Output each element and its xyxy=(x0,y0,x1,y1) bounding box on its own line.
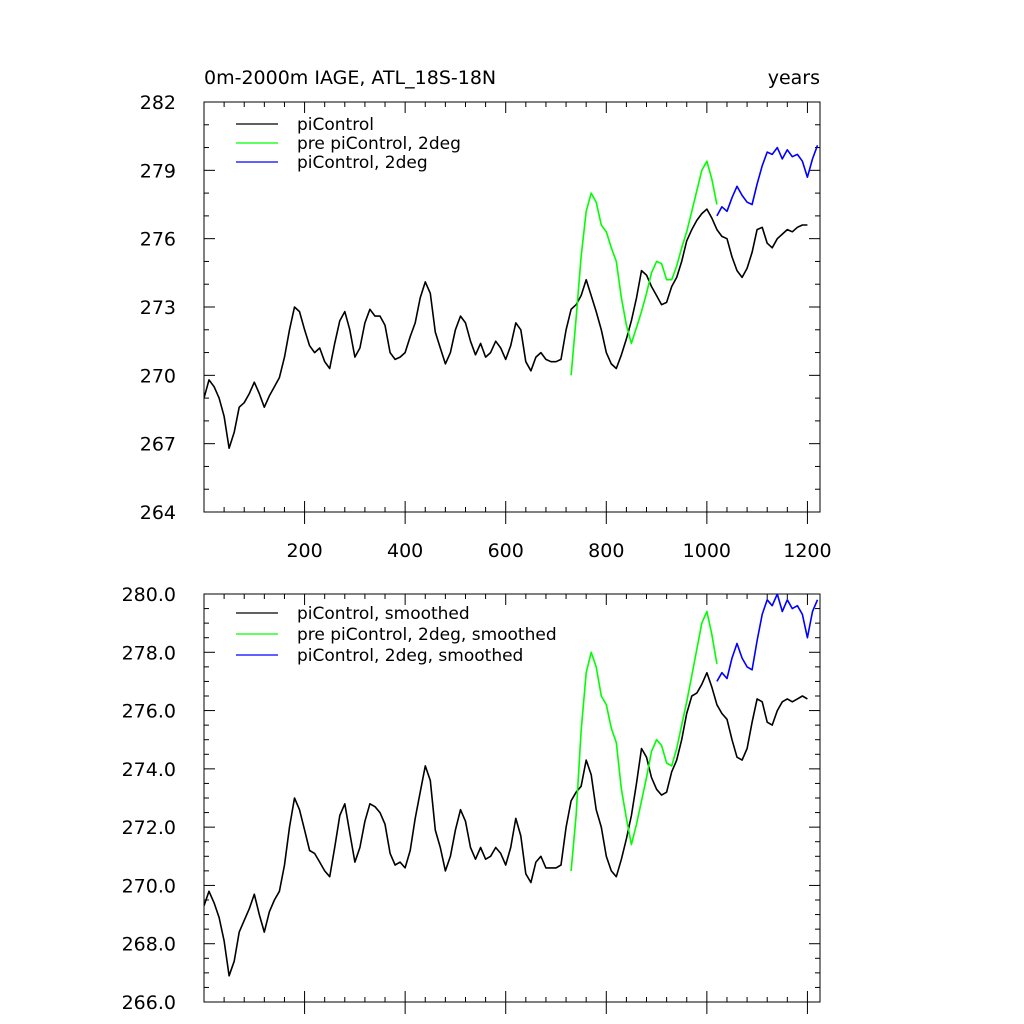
series-line-1 xyxy=(570,610,718,871)
legend-label: pre piControl, 2deg xyxy=(297,134,461,154)
y-tick-label: 273 xyxy=(140,297,176,319)
series-line-1 xyxy=(570,160,718,376)
chart-top-panel: 264 267 270 273 276 279 282 200 400 600 800 1000 120… xyxy=(140,67,832,562)
y-tick-label: 282 xyxy=(140,92,176,114)
series-line-0 xyxy=(204,671,808,977)
legend-label: piControl, 2deg, smoothed xyxy=(297,646,523,666)
x-tick-label: 1000 xyxy=(683,540,731,562)
y-tick-label: 270 xyxy=(140,365,176,387)
y-tick-label: 266.0 xyxy=(122,992,176,1014)
y-tick-label: 276.0 xyxy=(122,701,176,723)
y-tick-label: 279 xyxy=(140,160,176,182)
y-tick-label: 270.0 xyxy=(122,875,176,897)
x-tick-label: 600 xyxy=(488,540,524,562)
legend-label: piControl xyxy=(297,115,374,135)
y-tick-label: 264 xyxy=(140,502,176,524)
y-tick-label: 272.0 xyxy=(122,817,176,839)
legend-label: piControl, 2deg xyxy=(297,153,428,173)
y-tick-label: 268.0 xyxy=(122,934,176,956)
series-line-2 xyxy=(716,594,819,682)
y-tick-label: 280.0 xyxy=(122,584,176,606)
y-tick-label: 274.0 xyxy=(122,759,176,781)
legend-label: piControl, smoothed xyxy=(297,604,470,624)
series-line-2 xyxy=(716,145,819,217)
chart-title: 0m-2000m IAGE, ATL_18S-18N xyxy=(204,67,496,89)
x-tick-label: 200 xyxy=(286,540,322,562)
x-tick-label: 1200 xyxy=(783,540,831,562)
series-line-0 xyxy=(204,208,808,449)
y-tick-label: 278.0 xyxy=(122,642,176,664)
y-tick-label: 267 xyxy=(140,434,176,456)
legend-label: pre piControl, 2deg, smoothed xyxy=(297,625,557,645)
chart-right-title: years xyxy=(768,67,820,89)
chart-bottom-panel: 266.0 268.0 270.0 272.0 274.0 276.0 278.0 280.0… xyxy=(122,584,821,1014)
y-tick-label: 276 xyxy=(140,229,176,251)
x-tick-label: 400 xyxy=(387,540,423,562)
x-tick-label: 800 xyxy=(588,540,624,562)
